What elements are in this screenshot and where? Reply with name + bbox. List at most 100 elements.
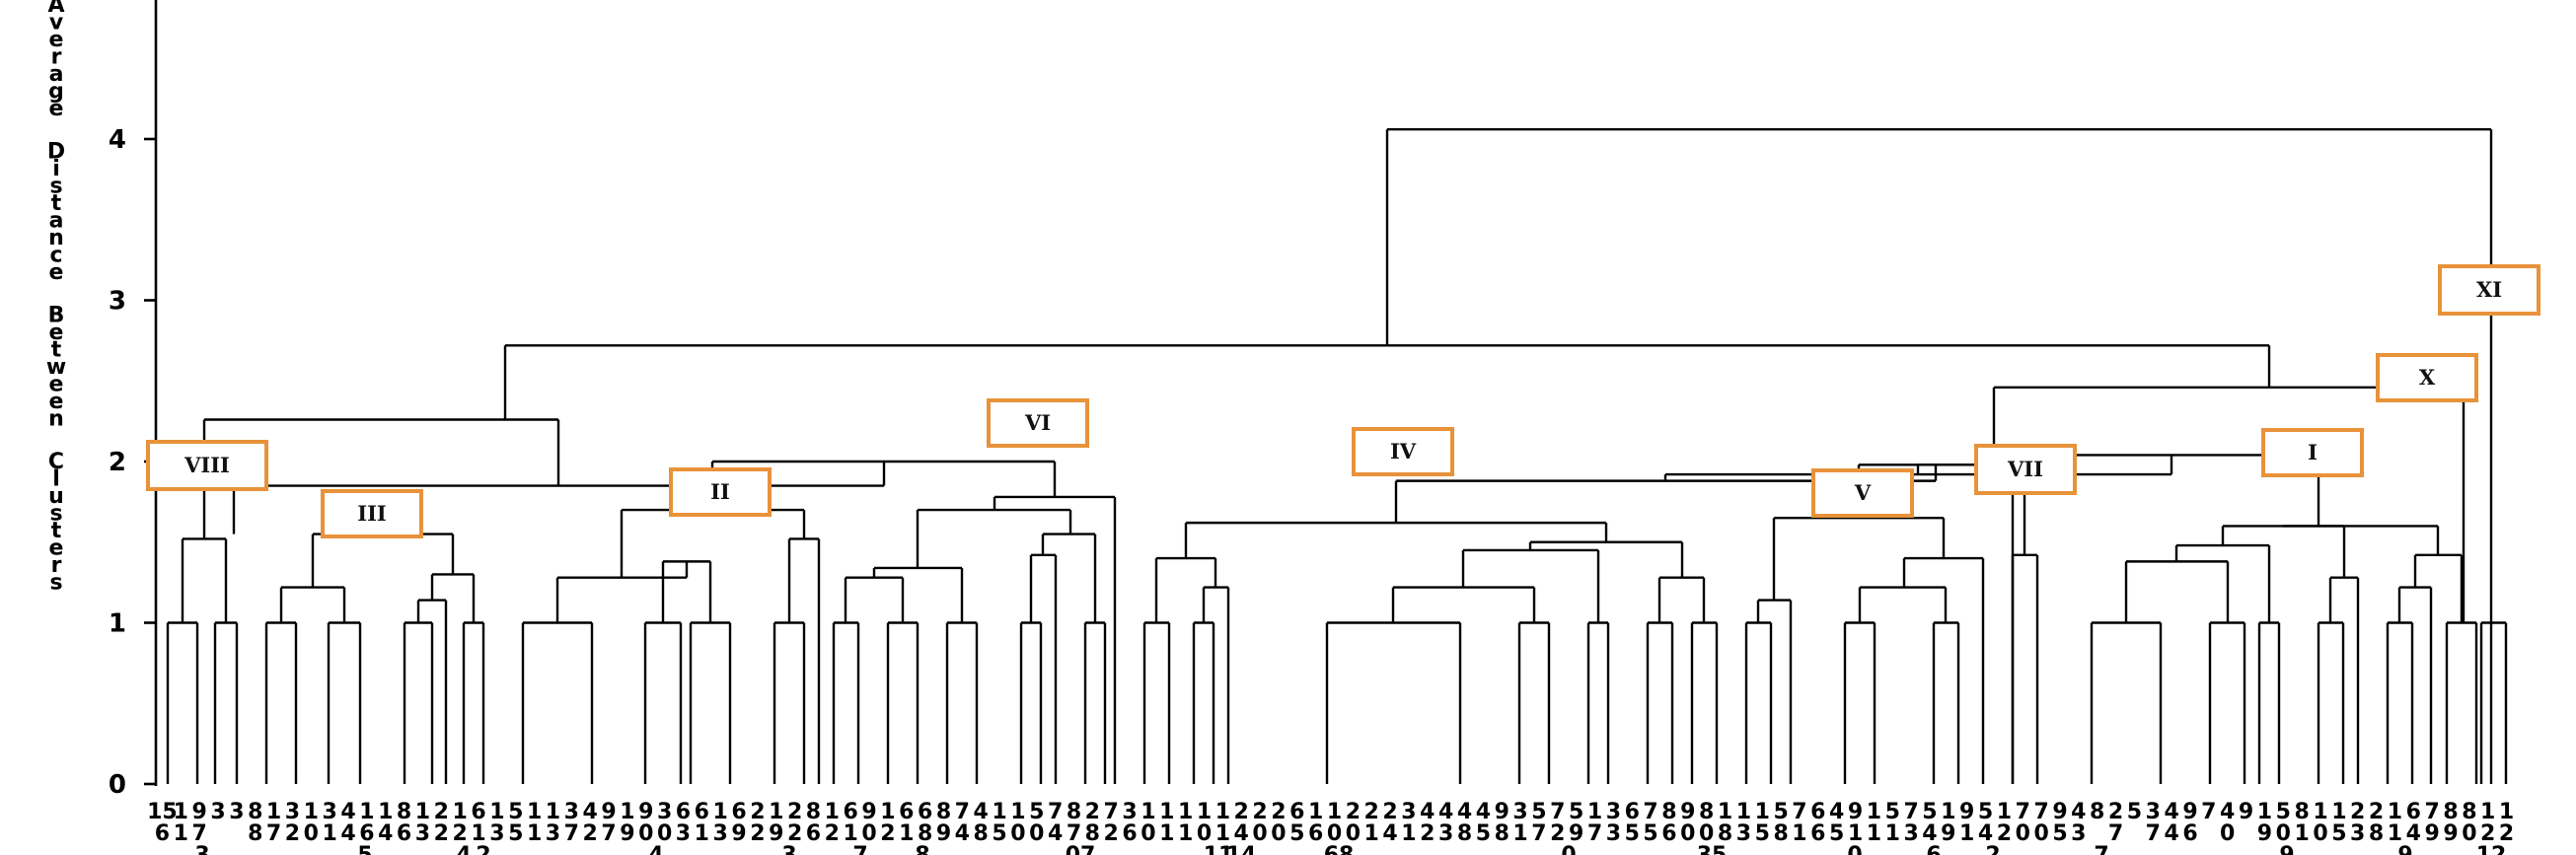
leaf-label-line1: 1 — [174, 800, 188, 824]
leaf-label-line2: 8 — [1718, 821, 1732, 846]
leaf-label-line2: 6 — [1122, 821, 1137, 846]
leaf-label-line1: 1 — [1141, 800, 1155, 824]
leaf-label-line3: 2 — [476, 843, 490, 855]
leaf-label-line1: 1 — [489, 800, 504, 824]
leaf-label-line2: 2 — [750, 821, 765, 846]
leaf-label-line2: 0 — [1141, 821, 1155, 846]
leaf-label-line2: 0 — [2276, 821, 2291, 846]
leaf-label-line1: 6 — [1810, 800, 1825, 824]
leaf-label-line2: 7 — [2146, 821, 2161, 846]
leaf-label-line3: 3 — [194, 843, 209, 855]
leaf-label-line2: 0 — [2220, 821, 2235, 846]
leaf-label-line2: 4 — [2164, 821, 2178, 846]
leaf-label-line2: 8 — [918, 821, 932, 846]
leaf-label-line1: 1 — [1941, 800, 1955, 824]
leaf-label-line2: 1 — [1215, 821, 1230, 846]
leaf-label-line2: 8 — [974, 821, 989, 846]
leaf-label-line1: 5 — [1922, 800, 1937, 824]
leaf-label-line3: 68 — [1324, 843, 1355, 855]
cluster-label-box — [1974, 444, 2077, 495]
y-tick-label: 0 — [109, 770, 126, 800]
leaf-label-line1: 8 — [2462, 800, 2476, 824]
leaf-label-line1: 3 — [1401, 800, 1416, 824]
leaf-label-line1: 1 — [1308, 800, 1323, 824]
leaf-label-line2: 1 — [2388, 821, 2402, 846]
leaf-label-line2: 4 — [1234, 821, 1249, 846]
y-tick-label: 1 — [109, 609, 126, 639]
leaf-label-line2: 2 — [880, 821, 895, 846]
leaf-label-line2: 7 — [191, 821, 206, 846]
cluster-label-ii: II — [669, 467, 772, 517]
leaf-label-line2: 1 — [322, 821, 336, 846]
y-axis: 0 1 2 3 4 — [109, 0, 158, 800]
cluster-label-vi: VI — [987, 398, 1089, 448]
leaf-label-line1: 8 — [1067, 800, 1081, 824]
leaf-label-line3: 07 — [1066, 843, 1096, 855]
leaf-label-line3: 3 — [781, 843, 796, 855]
cluster-label-box — [2261, 428, 2364, 477]
leaf-label-line3: 5 — [357, 843, 372, 855]
leaf-label-line3: 11 — [1204, 843, 1234, 855]
leaf-label-line2: 9 — [2424, 821, 2439, 846]
ylabel-letter: r — [51, 553, 62, 578]
leaf-label-line2: 1 — [1159, 821, 1174, 846]
leaf-label-line2: 6 — [2182, 821, 2197, 846]
ylabel-letter: e — [49, 28, 64, 52]
cluster-label-v: V — [1811, 468, 1914, 518]
leaf-label-line2: 3 — [2071, 821, 2086, 846]
leaf-label-line1: 6 — [471, 800, 485, 824]
leaf-label-line1: 1 — [620, 800, 634, 824]
leaf-label-line2: 4 — [1382, 821, 1397, 846]
ylabel-letter: t — [51, 191, 62, 216]
leaf-label-line2: 0 — [1029, 821, 1044, 846]
leaf-label-line1: 1 — [1997, 800, 2012, 824]
leaf-label-line2: 0 — [1252, 821, 1267, 846]
leaf-label-line1: 5 — [2127, 800, 2142, 824]
leaf-label-line1: 1 — [2480, 800, 2495, 824]
leaf-label-line2: 0 — [657, 821, 672, 846]
leaf-label-line1: 2 — [2369, 800, 2384, 824]
leaf-label-line1: 9 — [2239, 800, 2253, 824]
leaf-label-line1: 6 — [1289, 800, 1304, 824]
leaf-label-line2: 2 — [1550, 821, 1565, 846]
cluster-label-text: II — [710, 479, 730, 504]
leaf-label-line2: 7 — [1067, 821, 1081, 846]
leaf-label-line2: 0 — [1271, 821, 1286, 846]
leaf-label-line2: 9 — [1569, 821, 1583, 846]
leaf-label-line2: 7 — [266, 821, 281, 846]
leaf-label-line1: 9 — [1959, 800, 1974, 824]
leaf-label-line1: 4 — [1476, 800, 1491, 824]
leaf-label-line2: 0 — [1327, 821, 1342, 846]
cluster-label-box — [146, 440, 268, 491]
cluster-label-box — [2438, 264, 2540, 316]
leaf-label-line1: 4 — [1420, 800, 1435, 824]
cluster-label-viii: VIII — [146, 440, 268, 491]
leaf-label-line1: 7 — [1643, 800, 1657, 824]
leaf-label-line1: 1 — [880, 800, 895, 824]
leaf-label-line2: 3 — [1736, 821, 1751, 846]
leaf-label-line2: 1 — [471, 821, 485, 846]
leaf-label-line2: 1 — [695, 821, 709, 846]
leaf-label-line2: 0 — [861, 821, 876, 846]
leaf-label-line2: 5 — [1829, 821, 1844, 846]
leaf-label-line1: 3 — [322, 800, 336, 824]
ylabel-letter: r — [51, 45, 62, 70]
leaf-label-line2: 2 — [285, 821, 300, 846]
leaf-label-line1: 1 — [359, 800, 374, 824]
leaf-label-line2: 5 — [992, 821, 1006, 846]
leaf-label-line1: 5 — [508, 800, 523, 824]
leaf-label-line1: 1 — [2388, 800, 2402, 824]
leaf-label-line2: 0 — [1699, 821, 1714, 846]
leaf-label-line1: 8 — [397, 800, 411, 824]
cluster-label-box — [1352, 427, 1454, 476]
leaf-label-line2: 6 — [359, 821, 374, 846]
leaf-label-line2: 1 — [1401, 821, 1416, 846]
leaf-label-line1: 8 — [2090, 800, 2104, 824]
leaf-label-line1: 1 — [992, 800, 1006, 824]
ylabel-letter: e — [49, 97, 64, 121]
leaf-label-line1: 2 — [1085, 800, 1100, 824]
leaf-label-line2: 2 — [825, 821, 840, 846]
ylabel-letter: a — [49, 209, 64, 234]
leaf-label-line1: 5 — [1773, 800, 1788, 824]
leaf-label-line1: 1 — [2313, 800, 2327, 824]
